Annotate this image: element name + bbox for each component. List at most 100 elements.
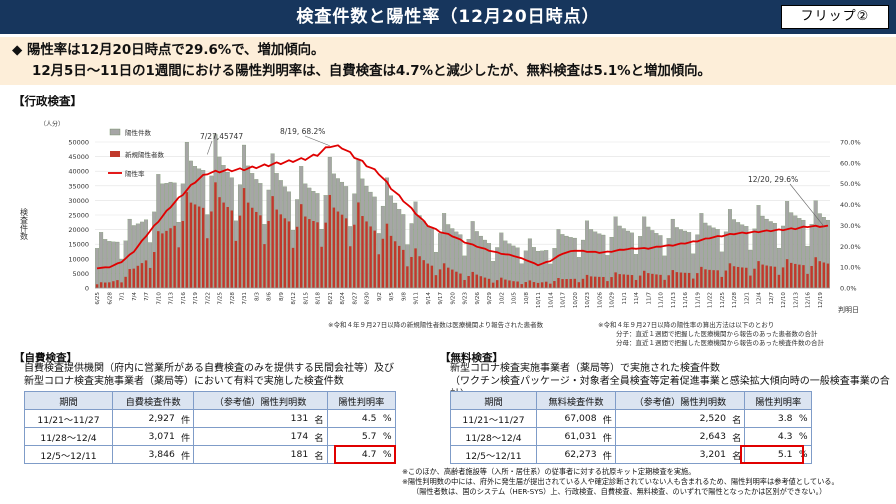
x-tick-label: 9/11 — [414, 292, 420, 305]
self-test-desc-2: 新型コロナ検査実施事業者（薬局等）において有料で実施した検査件数 — [24, 376, 344, 387]
x-tick-label: 12/4 — [757, 292, 763, 305]
positive-count-bar — [614, 272, 617, 288]
period: 11/28～12/4 — [450, 427, 537, 446]
free-rate-highlight — [740, 445, 804, 464]
positive-count-bar — [446, 267, 450, 288]
positive-count-bar — [255, 211, 258, 288]
positive-count-bar — [152, 252, 156, 288]
positive-unit: 名 — [311, 445, 328, 464]
positive-count-bar — [222, 202, 225, 288]
positive-count-bar — [491, 282, 495, 288]
x-tick-label: 6/28 — [107, 292, 113, 305]
x-tick-label: 11/4 — [634, 292, 640, 305]
positive-count-bar — [189, 202, 193, 288]
positive-count-bar — [749, 275, 752, 288]
positive-count-bar — [675, 272, 679, 288]
col-period: 期間 — [24, 391, 113, 410]
positive-count-bar — [565, 279, 568, 288]
positive-count-bar — [589, 276, 593, 288]
y2-tick-label: 30.0% — [840, 222, 861, 230]
x-tick-label: 7/16 — [181, 292, 187, 305]
test-count-chart: 0 5000 10000 15000 20000 25000 30000 35000 40000… — [20, 120, 861, 314]
count-unit: 件 — [177, 427, 195, 446]
rate-unit: % — [379, 427, 396, 446]
positive-count-bar — [128, 269, 131, 288]
positive-count-bar — [353, 224, 356, 288]
x-tick-label: 10/17 — [561, 292, 567, 309]
positive-count-bar — [442, 263, 446, 288]
table-row: 11/21～11/27 2,927 件 131 名 4.5% — [24, 409, 396, 428]
annotation-peak-tests: 7/27,45747 — [200, 132, 243, 141]
positive-count-bar — [659, 274, 662, 288]
x-tick-label: 12/10 — [781, 292, 787, 309]
positive-count-bar — [393, 241, 397, 288]
count-unit: 件 — [177, 445, 195, 464]
footnote-3: （陽性者数は、国のシステム（HER-SYS）上、行政検査、自費検査、無料検査、の… — [412, 487, 827, 496]
positive-count-bar — [377, 254, 381, 288]
table-header-row: 期間 自費検査件数 （参考値）陽性判明数 陽性判明率 — [24, 391, 397, 410]
y2-tick-label: 40.0% — [840, 201, 861, 209]
positive-count-bar — [569, 278, 572, 288]
self-test-desc-1: 自費検査提供機関（府内に営業所がある自費検査のみを提供する民間会社等）及び — [24, 363, 394, 374]
positive-count-bar — [687, 272, 691, 288]
positive-count-bar — [736, 266, 740, 288]
positive-count-bar — [651, 273, 654, 288]
positive-count-bar — [781, 267, 785, 288]
x-axis-label: 判明日 — [838, 305, 859, 314]
x-tick-label: 11/16 — [683, 292, 689, 309]
positive-count-bar — [818, 261, 822, 288]
col-positive: （参考値）陽性判明数 — [193, 391, 328, 410]
x-tick-label: 8/30 — [365, 292, 371, 305]
positive-count-bar — [144, 260, 148, 288]
chart-note-left: ※令和４年９月27日以降の新規陽性者数は医療機関より報告された患者数 — [328, 321, 544, 329]
positive-count-bar — [124, 276, 127, 288]
positive-count-bar — [708, 269, 711, 288]
count-unit: 件 — [599, 409, 617, 428]
positive-count-bar — [234, 240, 238, 288]
positive-count-bar — [561, 279, 564, 288]
positive-count-bar — [467, 276, 470, 288]
positive-count-bar — [275, 209, 278, 288]
positive-count-bar — [479, 276, 483, 288]
x-tick-label: 8/15 — [303, 292, 309, 305]
positive-count-bar — [165, 230, 168, 288]
positive-count-bar — [487, 278, 491, 288]
positive-count-bar — [765, 265, 768, 288]
positive-count-bar — [271, 196, 274, 288]
rate: 5.7 — [326, 427, 380, 446]
x-tick-label: 7/25 — [218, 292, 224, 305]
col-rate: 陽性判明率 — [744, 391, 812, 410]
col-count: 無料検査件数 — [535, 391, 617, 410]
x-tick-label: 7/22 — [205, 292, 211, 305]
positive-count-bar — [193, 204, 197, 288]
positive-count-bar — [136, 265, 140, 288]
positive-count-bar — [434, 275, 438, 288]
positive-count-bar — [348, 246, 352, 288]
positive-count-bar — [120, 282, 123, 288]
legend-swatch-positive — [110, 151, 120, 157]
positive-count-bar — [287, 221, 291, 288]
x-tick-label: 8/24 — [340, 292, 346, 305]
positive-count-bar — [814, 257, 817, 288]
test-count-bar — [107, 241, 112, 289]
positive-count-bar — [557, 278, 560, 288]
positive-count-bar — [483, 277, 487, 288]
x-tick-label: 9/2 — [377, 292, 383, 301]
positive-count-bar — [463, 279, 466, 288]
annotation-leader — [789, 183, 825, 227]
rate: 4.5 — [326, 409, 380, 428]
positive-count-bar — [630, 275, 634, 288]
positive-count-bar — [279, 214, 283, 288]
y-unit-label: （人分） — [40, 120, 64, 128]
x-tick-label: 12/19 — [818, 292, 824, 309]
y-axis-label: 検査件数 — [20, 207, 29, 241]
self-rate-highlight — [334, 445, 396, 464]
table-row: 11/28～12/4 61,031 件 2,643 名 4.3% — [450, 427, 812, 446]
positive-count-bar — [516, 281, 519, 288]
legend-swatch-tests — [109, 128, 121, 136]
title-bar: 検査件数と陽性率（12月20日時点） フリップ② — [0, 0, 896, 34]
test-count-bar — [536, 251, 541, 289]
annotation-leader — [304, 135, 330, 147]
y-tick-label: 5000 — [72, 270, 89, 278]
positive-count-bar — [299, 204, 303, 288]
